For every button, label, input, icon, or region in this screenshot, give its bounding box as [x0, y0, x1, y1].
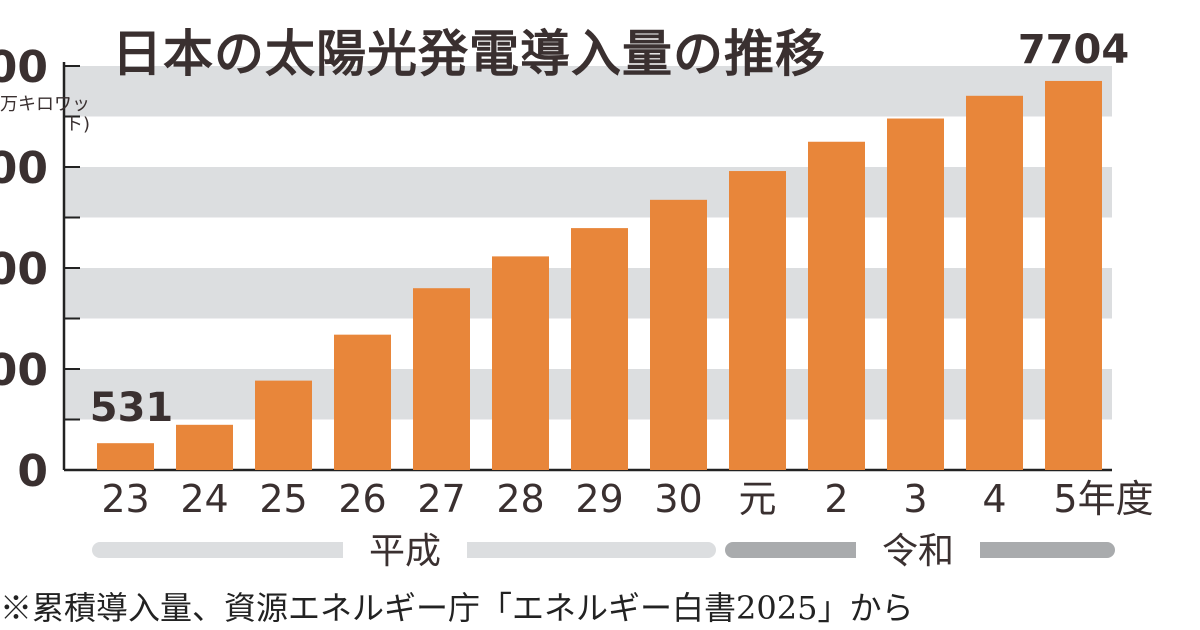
- source-note: ※累積導入量、資源エネルギー庁「エネルギー白書2025」から: [0, 589, 914, 627]
- era-label: 令和: [882, 531, 954, 572]
- bar-29: [571, 228, 628, 470]
- bar-26: [334, 334, 391, 470]
- bar-元: [729, 171, 786, 471]
- y-tick-label: 6000: [0, 143, 48, 194]
- x-tick-label: 26: [338, 477, 386, 521]
- bar-3: [887, 118, 944, 471]
- x-tick-label: 4: [982, 477, 1006, 521]
- y-tick-label: 8000: [0, 42, 48, 93]
- x-tick-label: 27: [417, 477, 465, 521]
- bar-30: [650, 199, 707, 470]
- era-label: 平成: [369, 531, 441, 572]
- bar-2: [808, 141, 865, 470]
- y-axis-unit: (万キロワッ ト): [0, 94, 90, 135]
- chart-title: 日本の太陽光発電導入量の推移: [112, 25, 826, 83]
- x-tick-label: 23: [101, 477, 149, 521]
- x-tick-label: 24: [180, 477, 228, 521]
- bar-27: [413, 288, 470, 470]
- grid-band: [64, 66, 1112, 117]
- x-tick-label: 5年度: [1053, 477, 1153, 521]
- era-label-bg: [856, 530, 980, 570]
- x-tick-label: 25: [259, 477, 307, 521]
- era-label-bg: [343, 530, 467, 570]
- bar-24: [176, 424, 233, 470]
- x-tick-label: 28: [496, 477, 544, 521]
- x-tick-label: 元: [738, 477, 776, 521]
- y-tick-label: 2000: [0, 345, 48, 396]
- y-tick-label: 4000: [0, 244, 48, 295]
- y-tick-label: 0: [17, 446, 48, 497]
- bar-5: [1045, 80, 1102, 470]
- x-tick-label: 2: [824, 477, 848, 521]
- data-label: 7704: [1018, 27, 1129, 73]
- data-label: 531: [90, 385, 174, 431]
- x-tick-label: 29: [575, 477, 623, 521]
- bar-25: [255, 380, 312, 470]
- grid-band: [64, 167, 1112, 218]
- bar-28: [492, 256, 549, 470]
- bar-23: [97, 443, 154, 470]
- x-tick-label: 30: [654, 477, 702, 521]
- x-tick-label: 3: [903, 477, 927, 521]
- bar-4: [966, 95, 1023, 471]
